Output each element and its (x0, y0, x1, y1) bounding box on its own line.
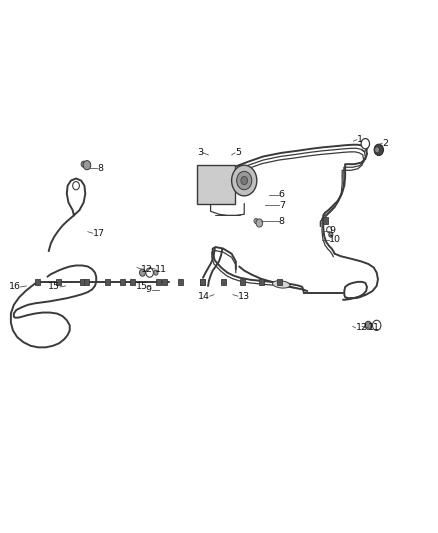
Circle shape (365, 321, 371, 329)
Bar (35, 279, 40, 285)
Text: 2: 2 (382, 139, 388, 148)
Bar (56, 279, 61, 285)
Circle shape (232, 165, 257, 196)
Bar (155, 279, 161, 285)
Circle shape (154, 270, 158, 275)
FancyBboxPatch shape (197, 165, 235, 204)
Text: 14: 14 (198, 292, 210, 301)
Text: 9: 9 (146, 285, 152, 294)
Circle shape (361, 139, 370, 149)
Circle shape (374, 144, 383, 156)
Bar (105, 279, 110, 285)
Bar (84, 279, 89, 285)
Bar (162, 279, 167, 285)
Bar (80, 279, 85, 285)
Ellipse shape (272, 281, 290, 288)
Bar (120, 279, 125, 285)
Bar (323, 217, 328, 223)
Circle shape (83, 160, 91, 170)
Circle shape (327, 227, 332, 233)
Text: 9: 9 (329, 226, 335, 235)
Text: 12: 12 (141, 264, 153, 273)
Text: 8: 8 (97, 164, 103, 173)
Text: 8: 8 (279, 217, 285, 226)
Bar (258, 279, 264, 285)
Text: 10: 10 (329, 236, 341, 245)
Circle shape (146, 268, 153, 277)
Bar (130, 279, 135, 285)
Circle shape (140, 269, 145, 276)
Text: 3: 3 (197, 148, 203, 157)
Circle shape (241, 176, 247, 184)
Text: 5: 5 (235, 148, 241, 157)
Text: 7: 7 (279, 200, 285, 209)
Text: 16: 16 (8, 282, 21, 292)
Text: 17: 17 (93, 229, 105, 238)
Bar (200, 279, 205, 285)
Bar (240, 279, 245, 285)
Text: 1: 1 (357, 135, 363, 144)
Circle shape (81, 161, 86, 167)
Bar (178, 279, 183, 285)
Text: 6: 6 (279, 190, 285, 199)
Circle shape (372, 320, 381, 330)
Circle shape (254, 219, 258, 223)
Text: 15: 15 (48, 282, 60, 292)
Bar (277, 279, 283, 285)
Circle shape (329, 232, 333, 237)
Circle shape (256, 219, 263, 227)
Circle shape (374, 147, 380, 153)
Text: 11: 11 (368, 324, 380, 333)
Text: 15: 15 (135, 282, 148, 292)
Circle shape (237, 171, 252, 190)
Text: 11: 11 (155, 264, 167, 273)
Bar (221, 279, 226, 285)
Text: 13: 13 (238, 292, 250, 301)
Text: 12: 12 (356, 324, 367, 333)
Circle shape (73, 182, 79, 190)
Bar (200, 279, 205, 285)
